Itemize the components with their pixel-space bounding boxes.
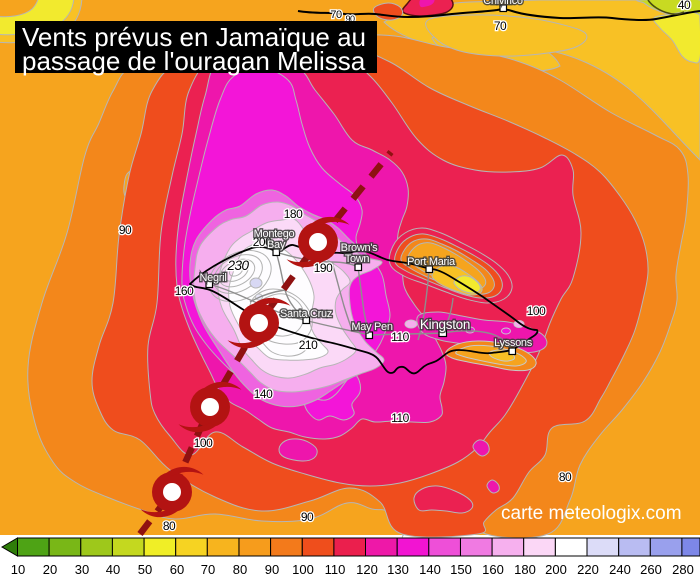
- svg-text:80: 80: [559, 470, 572, 484]
- svg-text:190: 190: [314, 261, 333, 275]
- svg-text:passage de l'ouragan Melissa: passage de l'ouragan Melissa: [22, 46, 366, 76]
- svg-text:70: 70: [330, 9, 342, 21]
- svg-text:220: 220: [577, 562, 599, 577]
- svg-text:160: 160: [175, 284, 194, 298]
- svg-text:160: 160: [482, 562, 504, 577]
- svg-text:Brown's: Brown's: [341, 242, 378, 254]
- svg-text:Kingston: Kingston: [420, 317, 470, 332]
- svg-text:Bay: Bay: [267, 239, 286, 251]
- svg-text:110: 110: [391, 330, 409, 344]
- svg-text:130: 130: [387, 562, 409, 577]
- svg-text:20: 20: [43, 562, 57, 577]
- svg-text:May Pen: May Pen: [351, 321, 392, 333]
- svg-text:Santa Cruz: Santa Cruz: [280, 308, 332, 320]
- svg-text:70: 70: [494, 19, 507, 33]
- svg-text:240: 240: [609, 562, 631, 577]
- svg-text:Montego: Montego: [254, 228, 295, 240]
- svg-text:40: 40: [678, 0, 691, 12]
- svg-text:140: 140: [254, 387, 273, 401]
- svg-text:Lyssons: Lyssons: [494, 337, 533, 349]
- svg-text:200: 200: [253, 235, 272, 249]
- svg-text:230: 230: [226, 258, 249, 273]
- svg-text:40: 40: [106, 562, 120, 577]
- svg-text:260: 260: [640, 562, 662, 577]
- svg-text:100: 100: [194, 436, 213, 450]
- svg-text:carte meteologix.com: carte meteologix.com: [501, 503, 682, 524]
- svg-text:280: 280: [672, 562, 694, 577]
- svg-text:30: 30: [75, 562, 89, 577]
- svg-text:Chivirico: Chivirico: [483, 0, 523, 7]
- svg-text:10: 10: [11, 562, 25, 577]
- svg-text:210: 210: [299, 338, 318, 352]
- svg-text:60: 60: [170, 562, 184, 577]
- svg-text:100: 100: [527, 304, 546, 318]
- svg-text:150: 150: [450, 562, 472, 577]
- svg-text:180: 180: [284, 207, 303, 221]
- svg-text:80: 80: [163, 519, 176, 533]
- svg-text:Town: Town: [345, 253, 370, 265]
- svg-text:110: 110: [325, 562, 346, 577]
- svg-text:100: 100: [292, 562, 314, 577]
- svg-text:120: 120: [356, 562, 378, 577]
- svg-text:110: 110: [391, 411, 409, 425]
- svg-text:Negril: Negril: [200, 272, 227, 284]
- svg-text:70: 70: [201, 562, 215, 577]
- svg-text:50: 50: [138, 562, 152, 577]
- svg-text:80: 80: [233, 562, 247, 577]
- svg-text:90: 90: [265, 562, 279, 577]
- svg-text:200: 200: [545, 562, 567, 577]
- svg-text:90: 90: [119, 223, 132, 237]
- svg-text:180: 180: [514, 562, 536, 577]
- svg-text:Vents prévus en Jamaïque au: Vents prévus en Jamaïque au: [22, 22, 366, 52]
- svg-text:140: 140: [419, 562, 441, 577]
- svg-text:90: 90: [301, 510, 314, 524]
- svg-text:Port Maria: Port Maria: [407, 256, 456, 268]
